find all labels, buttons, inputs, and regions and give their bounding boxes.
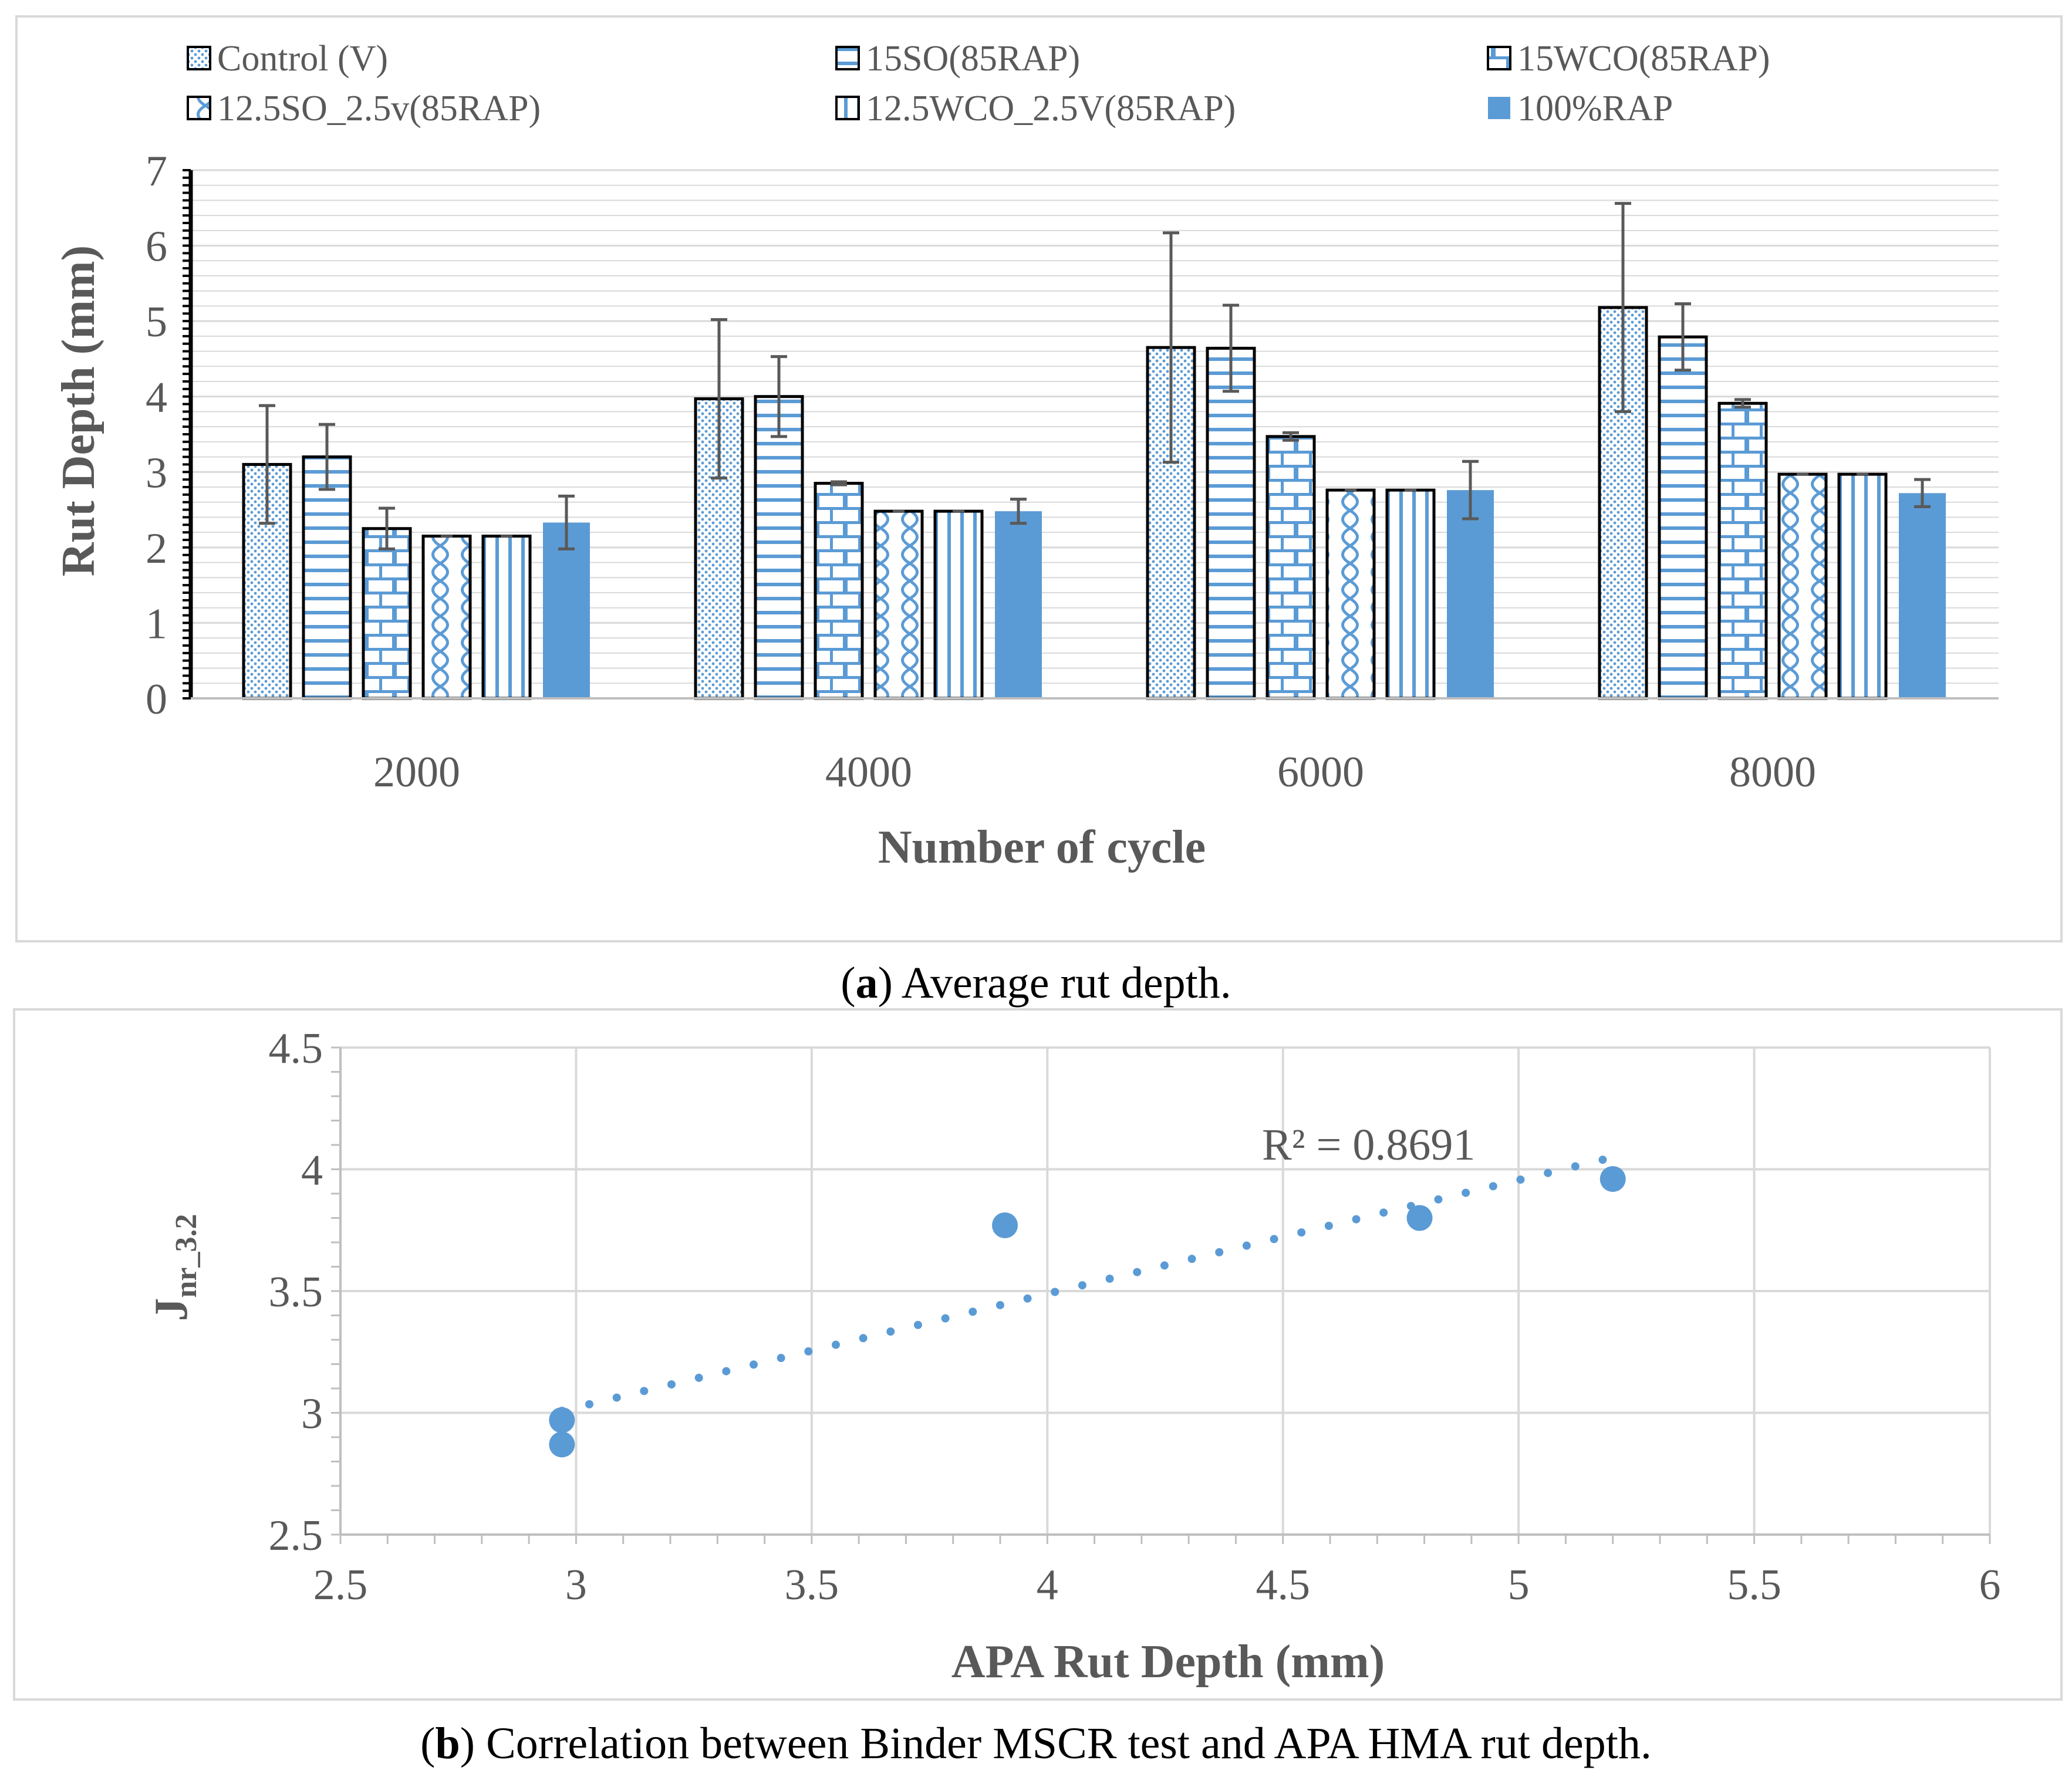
bar-chart-tick-labels: 0 1 2 3 4 5 6 7 2000 4000 6000 8000	[146, 147, 1816, 796]
caption-a: (a) Average rut depth.	[841, 958, 1231, 1008]
y-tick-label: 4.5	[269, 1025, 323, 1073]
legend-label: Control (V)	[217, 39, 388, 79]
legend-swatch	[835, 46, 860, 70]
scatter-tick-labels: 2.5 3 3.5 4 4.5 5 5.5 6 2.5 3 3.5 4 4.5	[269, 1025, 2001, 1609]
bar	[754, 395, 804, 700]
x-tick-label: 4000	[825, 748, 912, 796]
bar	[814, 482, 864, 700]
bar	[1325, 488, 1376, 700]
scatter-y-axis-title: Jnr_3.2	[146, 1214, 203, 1322]
bar-chart-legend: Control (V) 15SO(85RAP) 15WCO(85RAP) 12.5SO…	[187, 39, 1770, 129]
bar	[362, 527, 412, 700]
bar	[1385, 488, 1436, 700]
y-tick-label: 5	[146, 298, 167, 346]
bar	[543, 522, 590, 698]
bar	[1206, 346, 1256, 700]
scatter-r-squared-annotation: R² = 0.8691	[1262, 1120, 1475, 1170]
bar	[933, 509, 984, 700]
x-tick-label: 4	[1037, 1561, 1058, 1609]
x-tick-label: 6000	[1277, 748, 1364, 796]
y-tick-label: 0	[146, 675, 167, 724]
bar	[1266, 435, 1316, 700]
bar	[1598, 306, 1648, 700]
x-tick-label: 5	[1508, 1561, 1530, 1609]
bar	[481, 535, 532, 700]
legend-swatch	[1488, 97, 1510, 119]
scatter-x-axis-title: APA Rut Depth (mm)	[951, 1636, 1385, 1688]
legend-label: 12.5WCO_2.5V(85RAP)	[866, 89, 1236, 129]
y-tick-label: 3	[301, 1390, 323, 1438]
bar-chart-x-axis-title: Number of cycle	[878, 822, 1206, 873]
x-tick-label: 8000	[1729, 748, 1816, 796]
y-tick-label: 7	[146, 147, 167, 195]
legend-label: 15SO(85RAP)	[866, 39, 1080, 79]
y-tick-label: 1	[146, 600, 167, 648]
legend-label: 12.5SO_2.5v(85RAP)	[217, 89, 541, 129]
bar	[995, 511, 1042, 698]
bar	[873, 509, 924, 700]
data-point	[549, 1431, 575, 1458]
bar	[1837, 472, 1888, 700]
y-tick-label: 4	[301, 1147, 323, 1195]
x-tick-label: 4.5	[1256, 1561, 1310, 1609]
legend-swatch	[187, 46, 211, 70]
data-point	[992, 1212, 1018, 1238]
scatter-points	[549, 1166, 1626, 1458]
x-tick-label: 2000	[373, 748, 460, 796]
panel-b-frame	[13, 1008, 2063, 1701]
trendline	[558, 1153, 1617, 1415]
bar	[1899, 493, 1946, 698]
bar	[1717, 401, 1768, 700]
data-point	[1599, 1166, 1626, 1192]
bar-chart-y-axis-title: Rut Depth (mm)	[53, 245, 104, 576]
y-tick-label: 2.5	[269, 1512, 323, 1560]
y-tick-label: 2	[146, 525, 167, 573]
legend-label: 100%RAP	[1517, 89, 1673, 129]
bar-chart-bars	[242, 202, 1946, 700]
y-tick-label: 6	[146, 223, 167, 271]
x-tick-label: 3	[565, 1561, 587, 1609]
caption-b: (b) Correlation between Binder MSCR test…	[420, 1719, 1652, 1768]
scatter-axes	[331, 1046, 1991, 1544]
bar	[1777, 472, 1828, 700]
legend-label: 15WCO(85RAP)	[1517, 39, 1770, 79]
x-tick-label: 2.5	[313, 1561, 368, 1609]
bar	[421, 535, 472, 700]
x-tick-label: 3.5	[785, 1561, 839, 1609]
y-tick-label: 3	[146, 449, 167, 497]
x-tick-label: 5.5	[1727, 1561, 1781, 1609]
bar	[302, 455, 352, 700]
legend-swatch	[1487, 46, 1511, 70]
y-tick-label: 4	[146, 374, 167, 422]
legend-swatch	[835, 96, 860, 120]
bar	[1658, 335, 1708, 700]
scatter-trendline	[558, 1153, 1617, 1415]
legend-swatch	[187, 96, 211, 120]
x-tick-label: 6	[1979, 1561, 2001, 1609]
bar	[1447, 490, 1494, 698]
data-point	[549, 1407, 575, 1433]
bar-chart-axes	[183, 169, 1999, 700]
data-point	[1406, 1205, 1433, 1231]
y-tick-label: 3.5	[269, 1268, 323, 1316]
